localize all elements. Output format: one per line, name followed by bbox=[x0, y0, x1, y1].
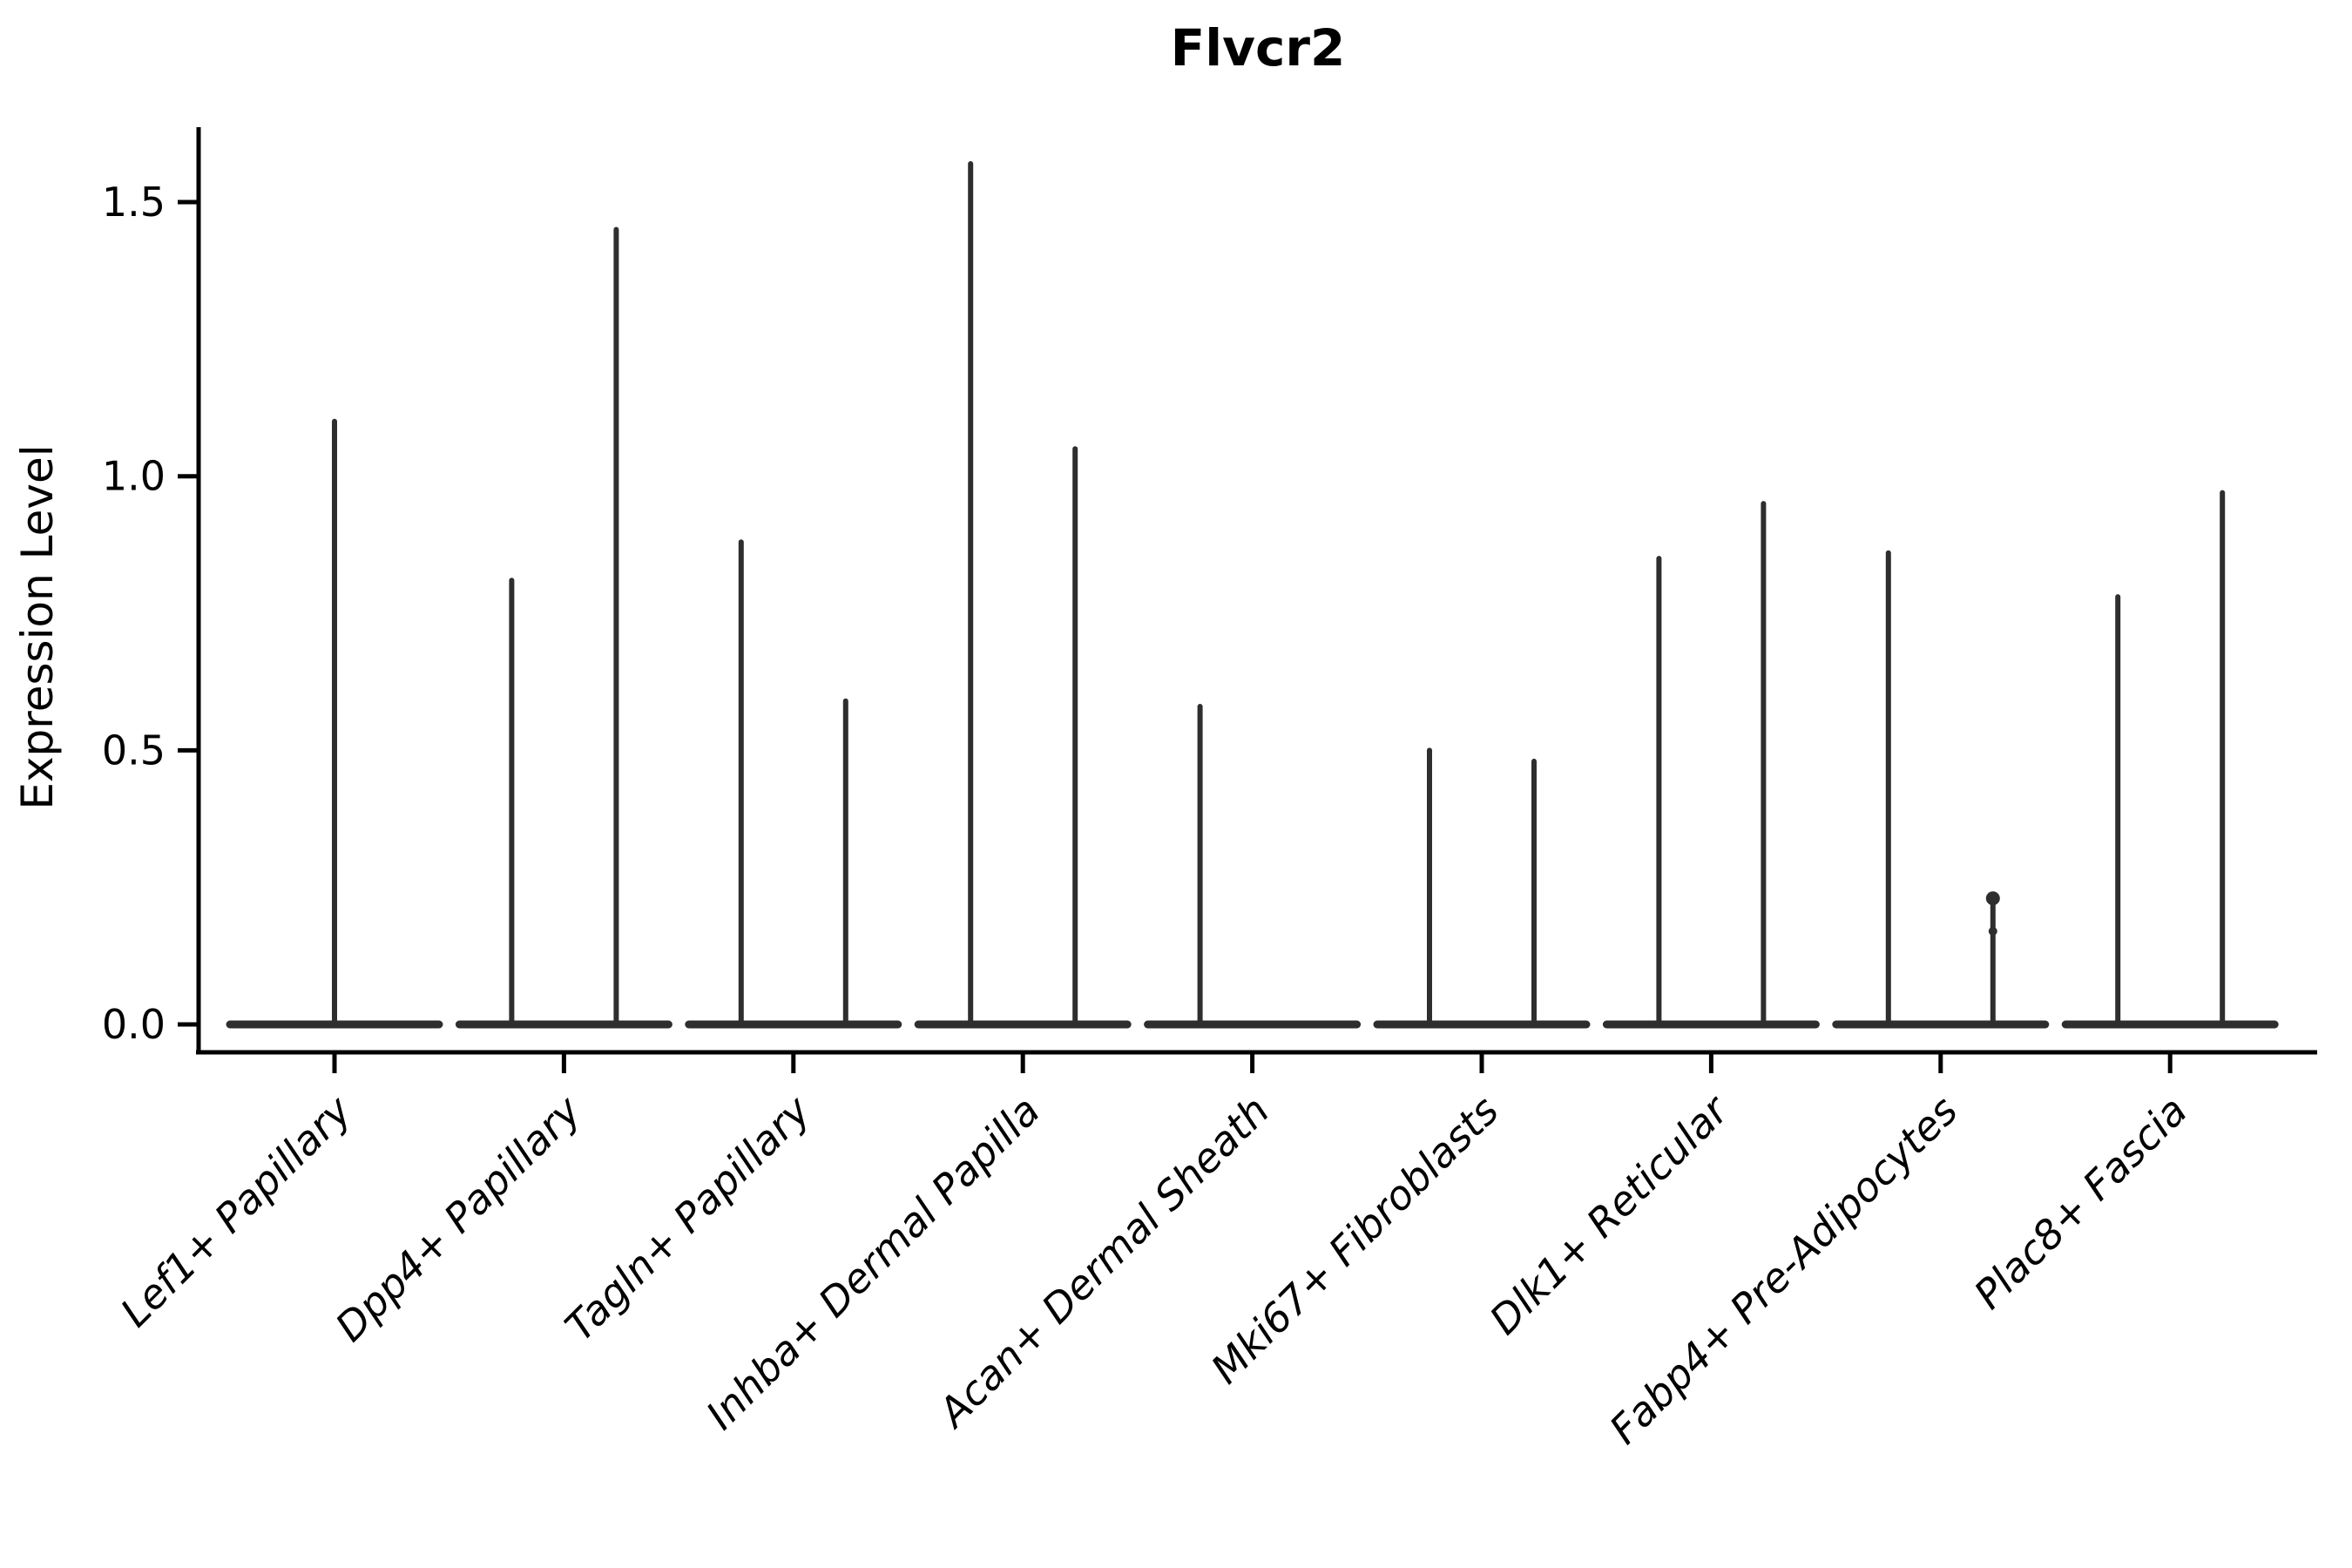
x-tick-label: Dpp4+ Papillary bbox=[327, 1086, 591, 1350]
violin-group bbox=[1144, 704, 1362, 1029]
y-tick-label: 0.5 bbox=[102, 727, 166, 774]
violin-group bbox=[226, 418, 443, 1029]
violin-group bbox=[914, 160, 1132, 1029]
y-axis-ticks: 0.0 0.5 1.0 1.5 bbox=[102, 179, 199, 1048]
violins-layer bbox=[226, 160, 2279, 1029]
violin-group bbox=[685, 539, 902, 1029]
plot-title: Flvcr2 bbox=[1171, 18, 1346, 78]
y-axis-label: Expression Level bbox=[12, 444, 63, 809]
violin-group bbox=[1373, 747, 1591, 1029]
violin-group bbox=[1602, 501, 1820, 1029]
y-tick-label: 0.0 bbox=[102, 1001, 166, 1048]
x-tick-label: Dlk1+ Reticular bbox=[1481, 1085, 1740, 1343]
violin-group bbox=[455, 226, 672, 1029]
x-tick-label: Plac8+ Fascia bbox=[1965, 1087, 2196, 1318]
violin-point bbox=[1988, 927, 1997, 936]
y-tick-label: 1.0 bbox=[102, 453, 166, 500]
axes-spines bbox=[196, 127, 2317, 1055]
violin-group bbox=[1832, 550, 2050, 1029]
violin-group bbox=[2061, 490, 2279, 1029]
violin-point bbox=[1985, 891, 2000, 906]
x-tick-label: Lef1+ Papillary bbox=[112, 1086, 361, 1335]
y-tick-label: 1.5 bbox=[102, 179, 166, 226]
x-tick-label: Tagln+ Papillary bbox=[556, 1086, 820, 1350]
